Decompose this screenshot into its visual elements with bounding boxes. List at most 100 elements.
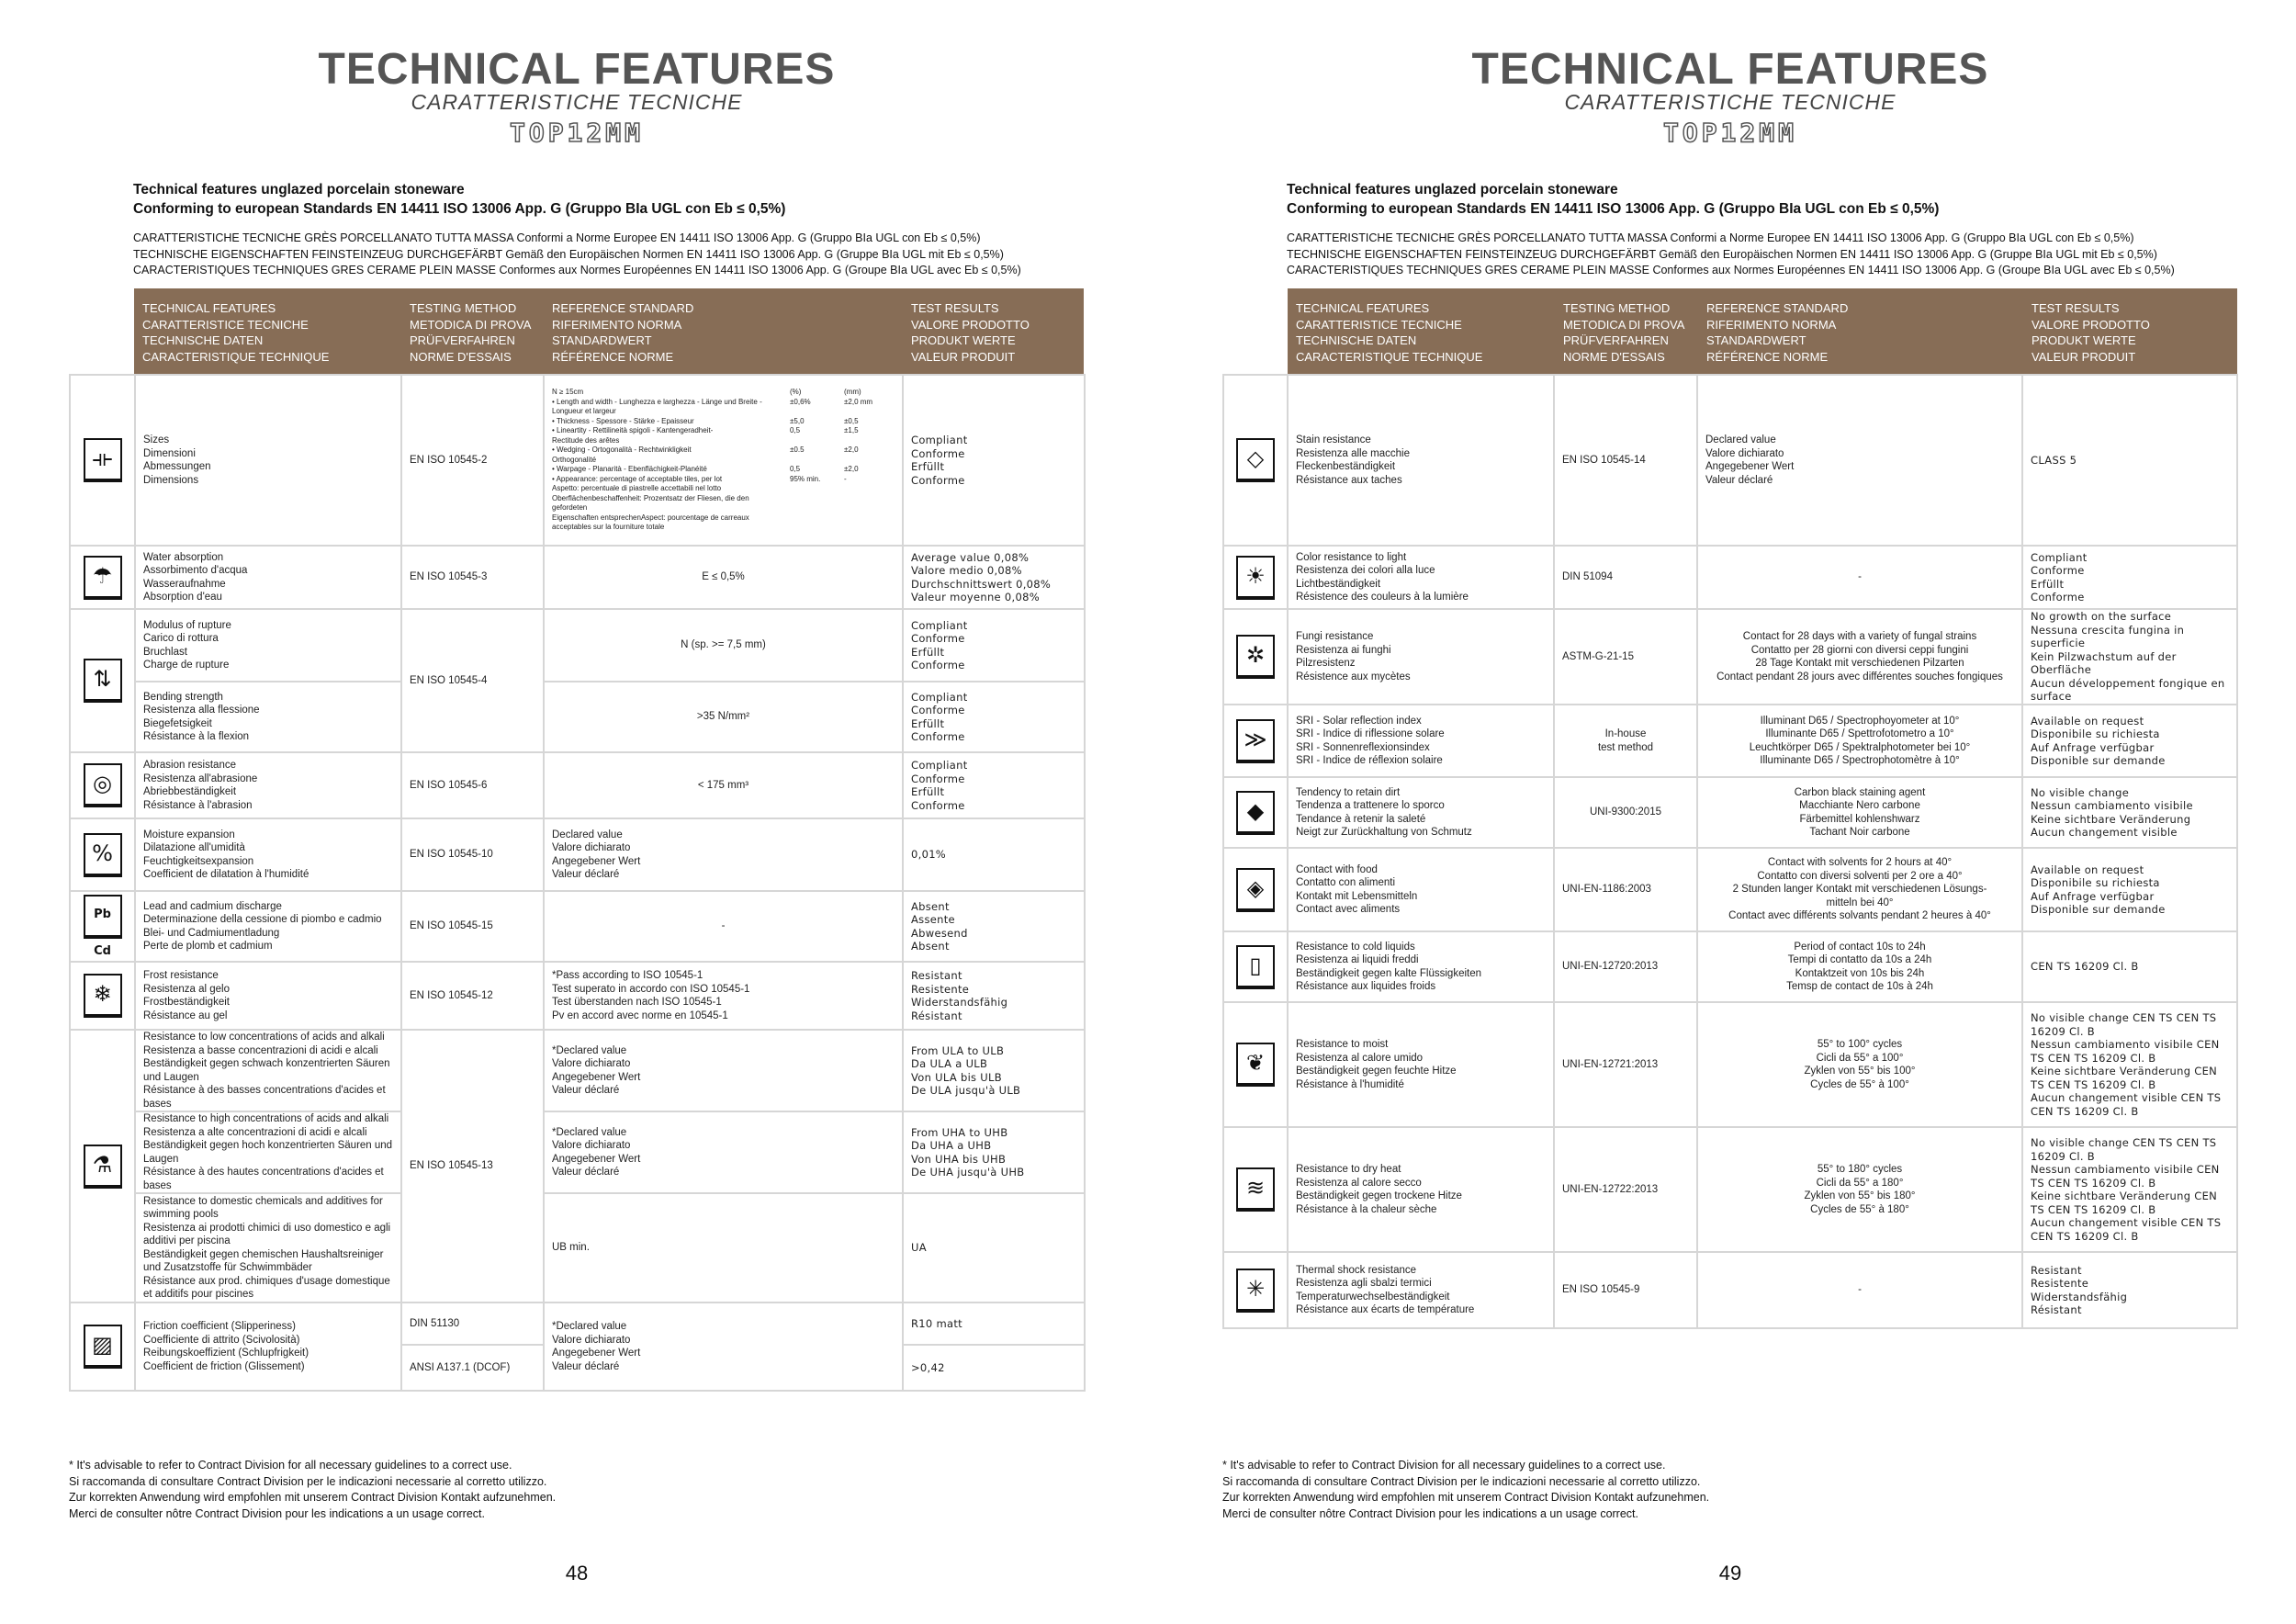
intro-translations: CARATTERISTICHE TECNICHE GRÈS PORCELLANA…: [1287, 231, 2175, 276]
result-cell: CEN TS 16209 Cl. B: [2021, 930, 2238, 1003]
method-cell: EN ISO 10545-2: [400, 374, 545, 547]
icon-cell: ⟛: [69, 374, 136, 547]
result-cell: Compliant Conforme Erfüllt Conforme: [902, 374, 1086, 547]
table-header: TECHNICAL FEATURES CARATTERISTICE TECNIC…: [134, 288, 1084, 374]
friction-icon: ▨: [83, 1325, 122, 1369]
table-row: ◈ Contact with food Contatto con alimenti…: [1222, 847, 2238, 932]
footnote: * It's advisable to refer to Contract Di…: [69, 1459, 557, 1520]
tolerance-mm: -: [844, 474, 847, 483]
icon-cell: ❦: [1222, 1001, 1289, 1128]
icon-cell: ◈: [1222, 847, 1289, 932]
ref-cell: < 175 mm³: [543, 751, 904, 819]
ref-cell: Declared value Valore dichiarato Angegeb…: [543, 818, 904, 892]
ref-cell: *Declared value Valore dichiarato Angege…: [543, 1029, 904, 1112]
icon-cell: ▨: [69, 1302, 136, 1392]
intro-heading: Technical features unglazed porcelain st…: [1287, 180, 1939, 219]
brand-logo: TOP12MM: [509, 117, 644, 149]
method-cell: EN ISO 10545-13: [400, 1029, 545, 1303]
method-cell: UNI-EN-12721:2013: [1553, 1001, 1698, 1128]
table-row: ❦ Resistance to moist Resistenza al calor…: [1222, 1001, 2238, 1128]
ref-cell: Period of contact 10s to 24h Tempi di co…: [1696, 930, 2023, 1003]
tolerance-pct: ±0,6%: [790, 397, 811, 406]
icon-cell: ⇅: [69, 608, 136, 753]
method-cell: EN ISO 10545-15: [400, 890, 545, 963]
ref-cell: *Declared value Valore dichiarato Angege…: [543, 1302, 904, 1392]
abrasion-icon: ◎: [83, 763, 122, 807]
feature-cell: Lead and cadmium discharge Determinazion…: [134, 890, 402, 963]
method-cell: In-house test method: [1553, 704, 1698, 778]
method-cell: EN ISO 10545-9: [1553, 1251, 1698, 1329]
tolerance-pct: 0,5: [790, 465, 801, 474]
ref-cell: Illuminant D65 / Spectrophoyometer at 10…: [1696, 704, 2023, 778]
result-cell: Average value 0,08% Valore medio 0,08% D…: [902, 545, 1086, 610]
ruler-icon: ⟛: [83, 438, 122, 482]
header-result: TEST RESULTS VALORE PRODOTTO PRODUKT WER…: [911, 301, 1030, 364]
features-table: ◇ Stain resistance Resistenza alle macchi…: [1222, 374, 2238, 1329]
feature-cell: Color resistance to light Resistenza dei…: [1287, 545, 1555, 610]
result-cell: >0,42: [902, 1344, 1086, 1392]
tolerance-mm: ±1,5: [844, 426, 859, 435]
table-row: ⚗ Resistance to low concentrations of aci…: [69, 1029, 1086, 1303]
feature-cell: Tendency to retain dirt Tendenza a tratt…: [1287, 776, 1555, 849]
table-row: ✳ Thermal shock resistance Resistenza agl…: [1222, 1251, 2238, 1329]
tolerance-mm: ±2,0: [844, 465, 859, 474]
table-row: Resistance to domestic chemicals and add…: [70, 1192, 1086, 1303]
result-cell: No growth on the surface Nessuna crescit…: [2021, 608, 2238, 705]
dirt-retention-icon: ◆: [1236, 790, 1275, 835]
frost-icon: ❄: [83, 974, 122, 1018]
ref-cell: *Declared value Valore dichiarato Angege…: [543, 1111, 904, 1194]
result-cell: CLASS 5: [2021, 374, 2238, 547]
tolerance-mm: ±2,0: [844, 445, 859, 455]
feature-cell: Resistance to domestic chemicals and add…: [134, 1192, 402, 1303]
method-cell: UNI-EN-12720:2013: [1553, 930, 1698, 1003]
method-cell: EN ISO 10545-3: [400, 545, 545, 610]
col-pct-label: (%): [790, 388, 802, 397]
intro-translations: CARATTERISTICHE TECNICHE GRÈS PORCELLANA…: [133, 231, 1021, 276]
feature-cell: Modulus of rupture Carico di rottura Bru…: [134, 608, 402, 682]
feature-cell: Resistance to high concentrations of aci…: [134, 1111, 402, 1194]
method-cell: DIN 51130: [400, 1302, 545, 1346]
icon-cell: ⚗: [69, 1029, 136, 1303]
tolerance-pct: ±5,0: [790, 416, 805, 425]
tolerance-group: N ≥ 15cm: [552, 388, 584, 397]
header-feature: TECHNICAL FEATURES CARATTERISTICE TECNIC…: [1296, 301, 1483, 364]
table-row: ▨ Friction coefficient (Slipperiness) Coe…: [69, 1302, 1086, 1392]
solar-reflection-icon: ≫: [1236, 718, 1275, 763]
stain-resistance-icon: ◇: [1236, 438, 1275, 482]
table-row: ▯ Resistance to cold liquids Resistenza a…: [1222, 930, 2238, 1003]
icon-cell: ▯: [1222, 930, 1289, 1003]
brand-logo: TOP12MM: [1662, 117, 1797, 149]
result-cell: Compliant Conforme Erfüllt Conforme: [2021, 545, 2238, 610]
feature-cell: Resistance to cold liquids Resistenza ai…: [1287, 930, 1555, 1003]
result-cell: From UHA to UHB Da UHA a UHB Von UHA bis…: [902, 1111, 1086, 1194]
feature-cell: SRI - Solar reflection index SRI - Indic…: [1287, 704, 1555, 778]
tolerance-text: • Lineartity - Rettilineità spigoli - Ka…: [552, 426, 714, 445]
table-row: ≫ SRI - Solar reflection index SRI - Indi…: [1222, 704, 2238, 778]
moist-heat-icon: ❦: [1236, 1043, 1275, 1087]
icon-cell: ◆: [1222, 776, 1289, 849]
icon-cell: ✲: [1222, 608, 1289, 705]
page-left: TECHNICAL FEATURES CARATTERISTICHE TECNIC…: [69, 45, 1086, 1585]
ref-cell: Carbon black staining agent Macchiante N…: [1696, 776, 2023, 849]
feature-cell: Sizes Dimensioni Abmessungen Dimensions: [134, 374, 402, 547]
icon-cell: ◎: [69, 751, 136, 819]
tolerance-text: • Appearance: percentage of acceptable t…: [552, 474, 749, 532]
tolerance-text: • Thickness - Spessore - Stärke - Epaiss…: [552, 416, 694, 425]
feature-cell: Water absorption Assorbimento d'acqua Wa…: [134, 545, 402, 610]
features-table: ⟛ Sizes Dimensioni Abmessungen Dimensions…: [69, 374, 1086, 1392]
icon-cell: ☂: [69, 545, 136, 610]
ref-cell: 55° to 100° cycles Cicli da 55° a 100° Z…: [1696, 1001, 2023, 1128]
icon-cell: ☀: [1222, 545, 1289, 610]
ref-cell: >35 N/mm²: [543, 681, 904, 753]
table-row: ◆ Tendency to retain dirt Tendenza a trat…: [1222, 776, 2238, 849]
tolerance-mm: ±0,5: [844, 416, 859, 425]
result-cell: No visible change CEN TS CEN TS 16209 Cl…: [2021, 1001, 2238, 1128]
ref-cell: UB min.: [543, 1192, 904, 1303]
result-cell: No visible change CEN TS CEN TS 16209 Cl…: [2021, 1126, 2238, 1253]
result-cell: UA: [902, 1192, 1086, 1303]
page-subtitle: CARATTERISTICHE TECNICHE: [1564, 90, 1896, 114]
page-title: TECHNICAL FEATURES: [1471, 45, 1989, 94]
table-row: Pb Cd Lead and cadmium discharge Determin…: [69, 890, 1086, 963]
tolerance-pct: 0,5: [790, 426, 801, 435]
header-method: TESTING METHOD METODICA DI PROVA PRÜFVER…: [410, 301, 532, 364]
